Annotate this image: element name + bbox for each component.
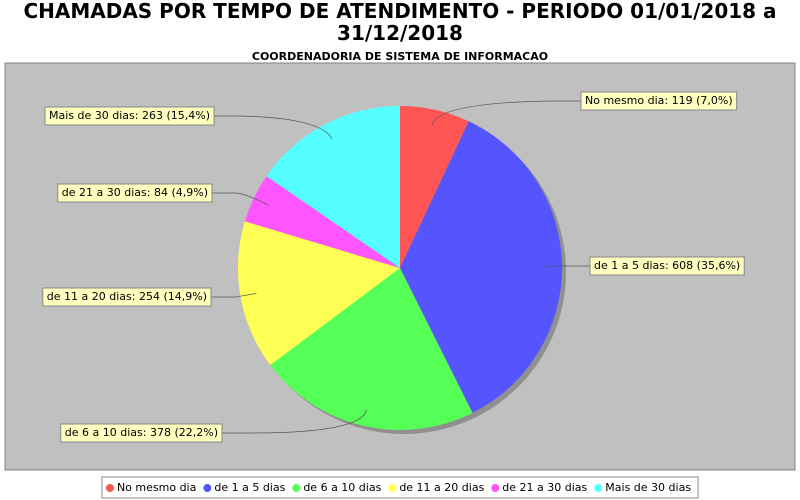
legend-marker (105, 484, 114, 492)
pie-slice (237, 221, 400, 366)
legend-marker (491, 484, 500, 492)
pie-slice (244, 176, 400, 268)
legend-marker (292, 484, 301, 492)
data-label: Mais de 30 dias: 263 (15,4%) (49, 109, 210, 122)
data-label: de 11 a 20 dias: 254 (14,9%) (47, 290, 207, 303)
legend-box (101, 476, 699, 499)
pie-slice (266, 106, 400, 268)
label-box (42, 287, 212, 307)
chart-title: CHAMADAS POR TEMPO DE ATENDIMENTO - PERI… (23, 0, 777, 45)
legend-label: No mesmo dia (117, 481, 196, 494)
legend-label: de 6 a 10 dias (303, 481, 381, 494)
legend-label: de 1 a 5 dias (214, 481, 285, 494)
label-link (431, 100, 581, 126)
legend-marker (203, 484, 212, 492)
data-label: de 1 a 5 dias: 608 (35,6%) (594, 259, 740, 272)
data-label: No mesmo dia: 119 (7,0%) (585, 94, 733, 107)
pie-slice (400, 106, 469, 268)
legend-label: de 21 a 30 dias (502, 481, 587, 494)
label-box (44, 106, 215, 126)
legend-marker (388, 484, 397, 492)
legend-marker (594, 484, 603, 492)
label-box (57, 183, 213, 203)
label-link (211, 293, 257, 298)
label-link (214, 115, 333, 140)
label-box (589, 256, 745, 276)
pie-slice (400, 121, 563, 413)
legend-label: Mais de 30 dias (605, 481, 691, 494)
pie-slice (270, 268, 473, 430)
label-box (60, 423, 223, 443)
label-box (580, 91, 738, 111)
legend-label: de 11 a 20 dias (399, 481, 484, 494)
chart-subtitle: COORDENADORIA DE SISTEMA DE INFORMACAO (251, 50, 549, 63)
data-label: de 21 a 30 dias: 84 (4,9%) (62, 186, 208, 199)
data-label: de 6 a 10 dias: 378 (22,2%) (65, 426, 218, 439)
label-link (222, 409, 367, 434)
label-link (212, 192, 269, 206)
